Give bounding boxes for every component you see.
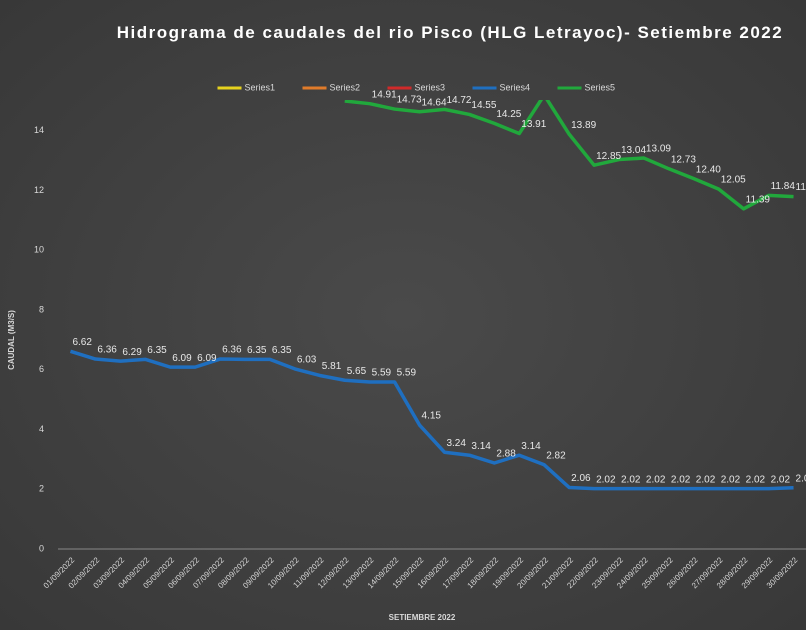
data-label: 11.84 (771, 181, 796, 192)
data-label: 4.15 (422, 411, 442, 422)
data-label: 3.14 (521, 441, 541, 452)
y-tick-label: 12 (34, 185, 44, 195)
data-label: 5.59 (372, 368, 392, 379)
data-label: 6.36 (97, 345, 117, 356)
data-label: 3.14 (471, 441, 491, 452)
data-label: 6.35 (247, 345, 267, 356)
y-tick-label: 8 (39, 304, 44, 314)
data-label: 2.02 (721, 474, 741, 485)
y-tick-label: 6 (39, 364, 44, 374)
legend-label: Series4 (500, 82, 531, 92)
data-label: 6.35 (147, 345, 167, 356)
data-label: 6.35 (272, 345, 292, 356)
y-tick-label: 4 (39, 424, 44, 434)
series-line (344, 100, 794, 211)
data-label: 6.09 (172, 353, 192, 364)
data-label: 6.03 (297, 355, 317, 366)
y-axis-label: CAUDAL (M3/S) (7, 310, 16, 370)
data-label: 14.91 (372, 89, 397, 100)
data-label: 2.82 (546, 450, 566, 461)
data-label: 6.62 (72, 337, 92, 348)
data-label: 2.02 (671, 474, 691, 485)
data-label: 2.02 (771, 474, 791, 485)
data-label: 13.91 (521, 119, 546, 130)
legend-label: Series2 (330, 82, 361, 92)
data-label: 5.59 (397, 368, 417, 379)
data-label: 2.02 (596, 474, 616, 485)
data-label: 13.04 (621, 145, 646, 156)
data-label: 14.55 (471, 100, 496, 111)
data-label: 2.02 (621, 474, 641, 485)
data-label: 12.40 (696, 164, 721, 175)
data-label: 2.02 (696, 474, 716, 485)
data-label: 14.73 (397, 95, 422, 106)
y-tick-label: 10 (34, 245, 44, 255)
legend-label: Series3 (415, 82, 446, 92)
data-label: 11.80 (796, 182, 806, 193)
data-label: 2.05 (796, 473, 806, 484)
data-label: 12.05 (721, 175, 746, 186)
data-label: 12.73 (671, 154, 696, 165)
data-label: 11.39 (746, 194, 771, 205)
legend-label: Series1 (245, 82, 276, 92)
data-label: 12.85 (596, 151, 621, 162)
y-tick-label: 0 (39, 543, 44, 553)
series-line (69, 349, 794, 491)
data-label: 14.64 (422, 97, 447, 108)
data-label: 2.02 (646, 474, 666, 485)
data-label: 13.09 (646, 144, 671, 155)
data-label: 2.88 (496, 449, 516, 460)
data-label: 5.81 (322, 361, 342, 372)
data-label: 13.89 (571, 120, 596, 131)
data-label: 3.24 (446, 438, 466, 449)
y-tick-label: 2 (39, 484, 44, 494)
data-label: 14.72 (446, 95, 471, 106)
data-label: 2.02 (746, 474, 766, 485)
chart-title: Hidrograma de caudales del rio Pisco (HL… (116, 23, 784, 42)
data-label: 6.09 (197, 353, 217, 364)
data-label: 6.29 (122, 347, 142, 358)
y-tick-label: 14 (34, 125, 44, 135)
data-label: 2.06 (571, 473, 591, 484)
data-label: 5.65 (347, 366, 367, 377)
x-axis-label: SETIEMBRE 2022 (389, 613, 456, 622)
data-label: 14.25 (496, 109, 521, 120)
data-label: 6.36 (222, 345, 242, 356)
legend-label: Series5 (585, 82, 616, 92)
